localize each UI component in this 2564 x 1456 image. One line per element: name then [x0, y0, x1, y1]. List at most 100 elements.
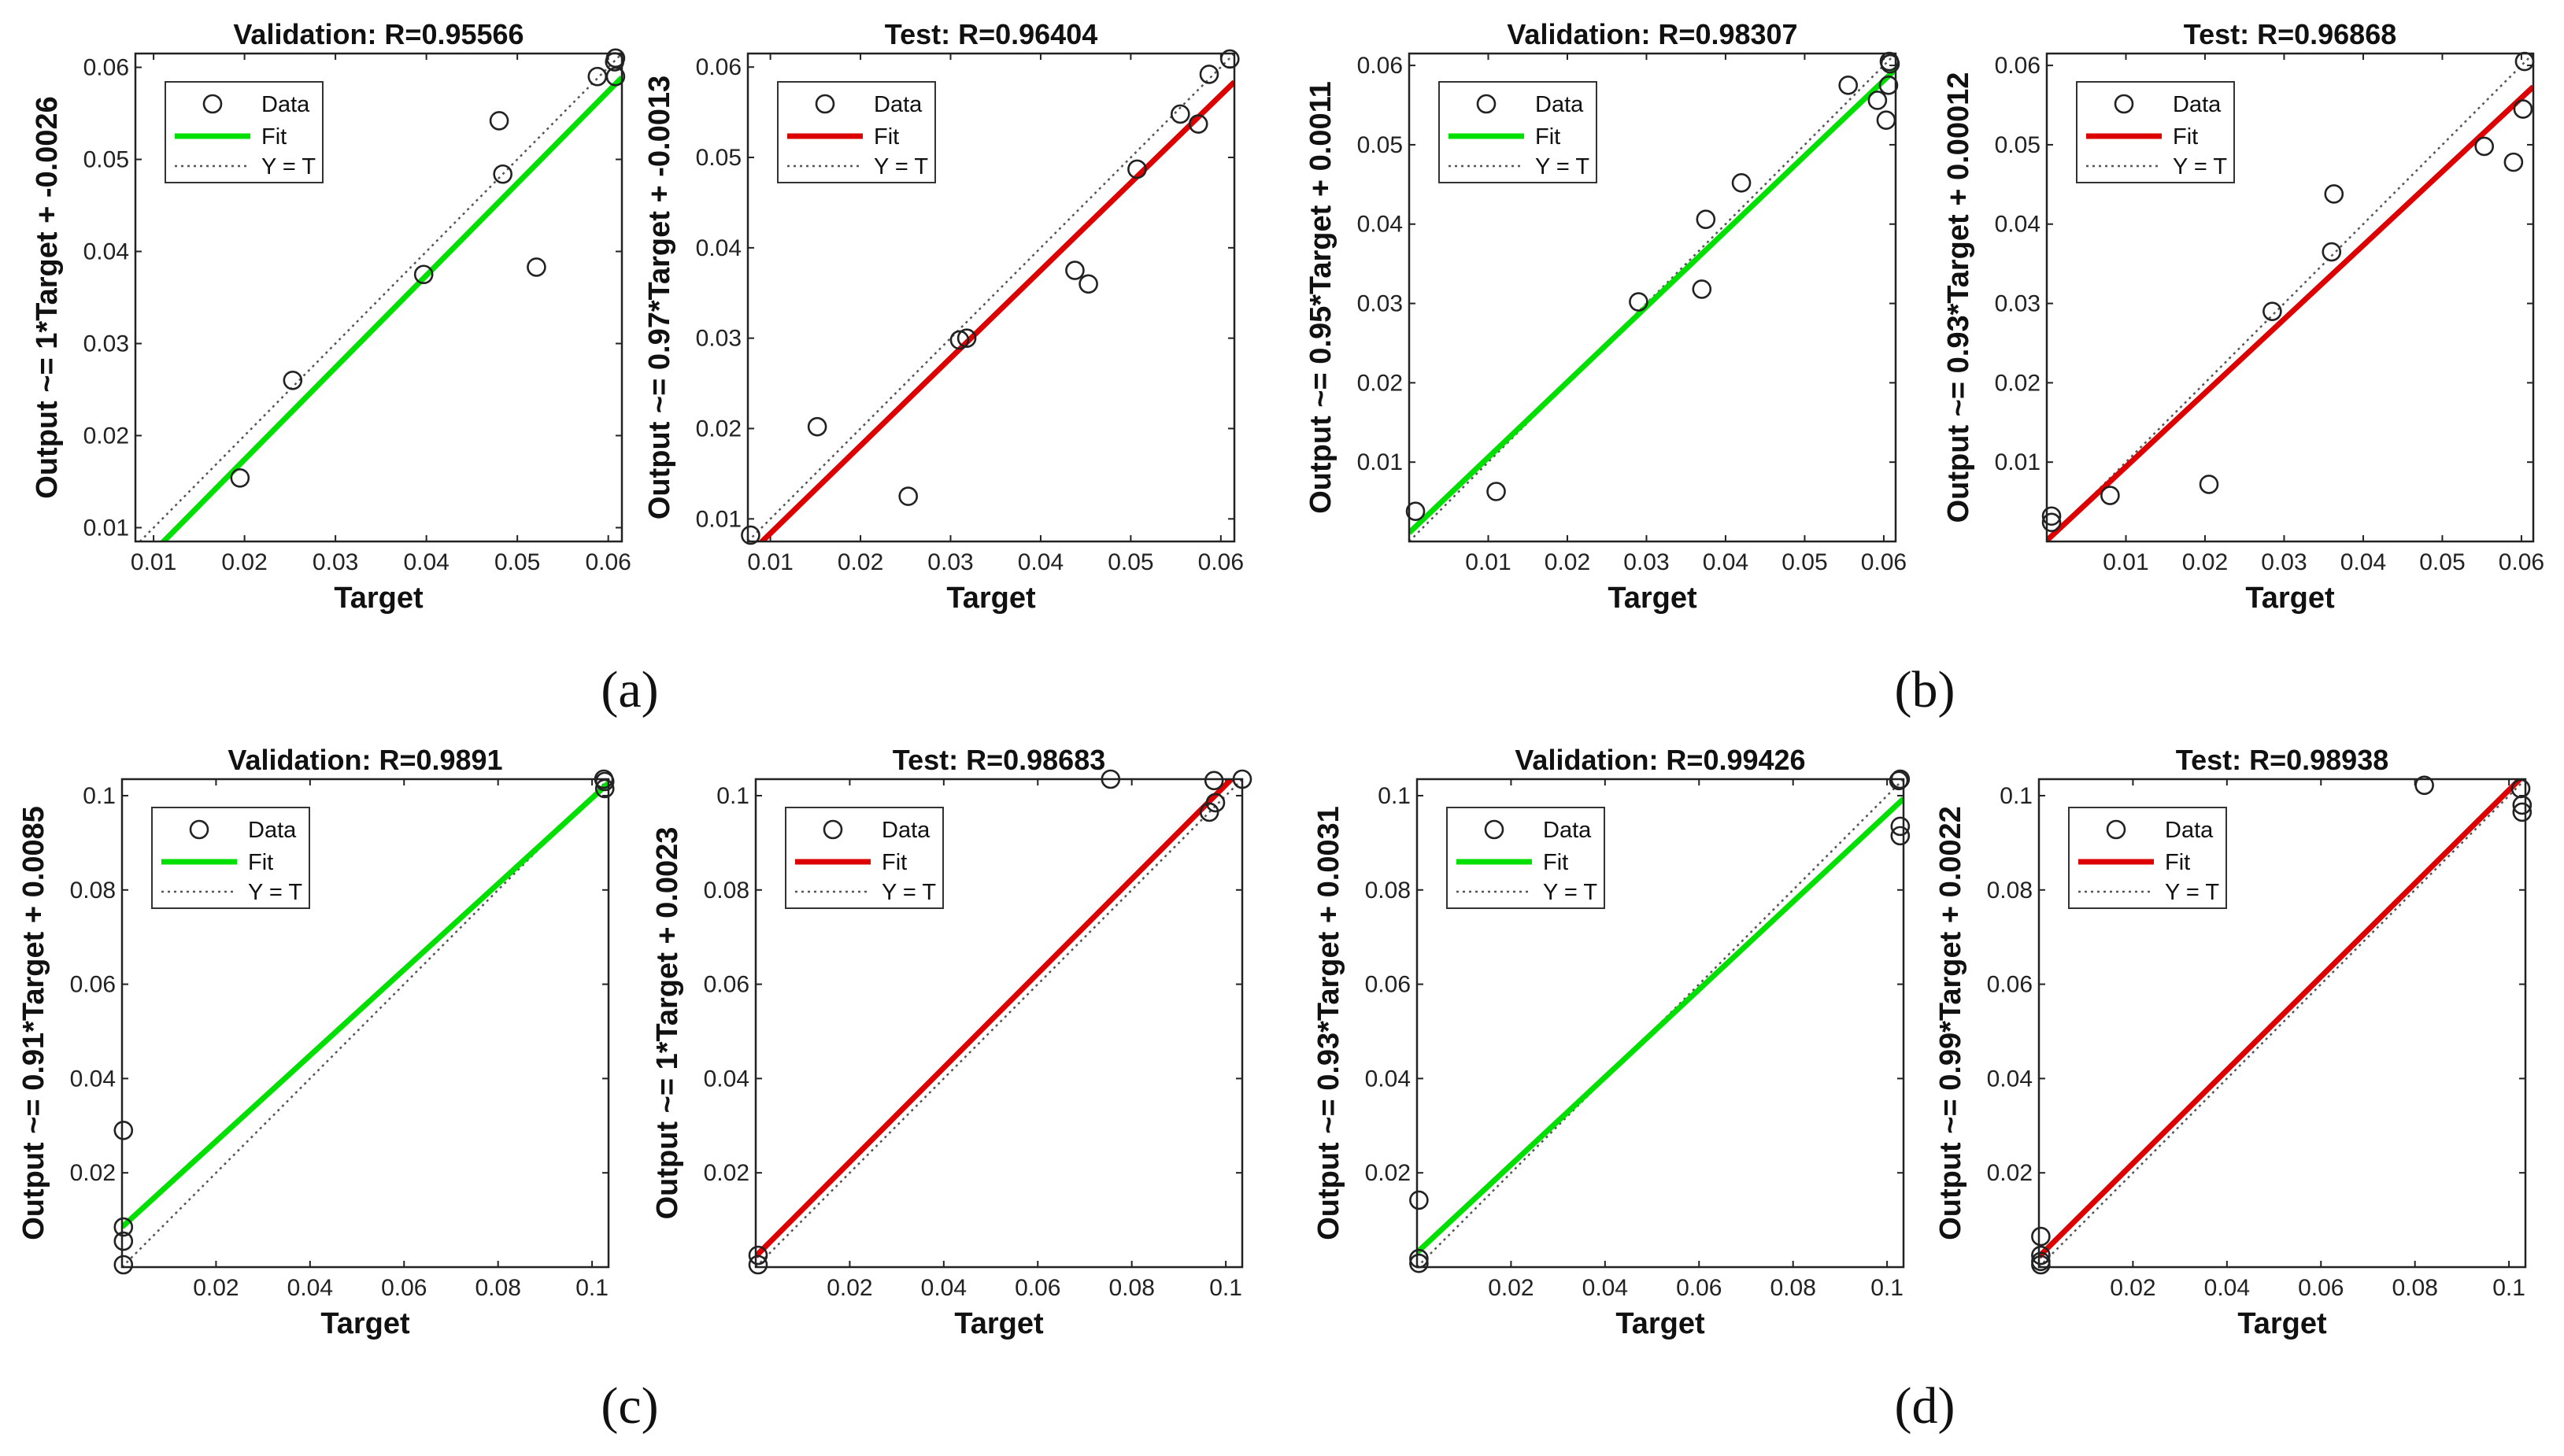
x-tick-label: 0.02	[1545, 549, 1590, 575]
y-tick-label: 0.01	[696, 506, 742, 532]
legend-identity-label: Y = T	[261, 154, 316, 179]
y-axis-label: Output ~= 0.93*Target + 0.00012	[1942, 72, 1975, 523]
plot-frame	[120, 778, 610, 1269]
x-tick-label: 0.08	[475, 1275, 520, 1301]
legend-data-marker	[815, 94, 835, 114]
data-point	[1878, 76, 1899, 95]
y-tick-label: 0.06	[70, 972, 116, 998]
data-point	[113, 1231, 134, 1251]
chart-5: Validation: R=0.9891 0.02 0.04 0.06 0.08 0.1 0…	[17, 744, 615, 1340]
fit-line	[2047, 84, 2533, 541]
y-tick-label: 0.06	[696, 54, 742, 80]
x-tick-label: 0.08	[1108, 1275, 1154, 1301]
data-point	[1890, 826, 1911, 846]
y-tick-label: 0.04	[1995, 212, 2040, 238]
chart-6: Test: R=0.98683 0.02 0.04 0.06 0.08 0.1 0.02 0.…	[651, 744, 1252, 1340]
y-tick-label: 0.06	[1365, 972, 1411, 998]
x-tick-label: 0.06	[1015, 1275, 1060, 1301]
panel-label-d: (d)	[1895, 1377, 1955, 1435]
data-point	[2041, 506, 2062, 527]
x-tick-label: 0.1	[1870, 1275, 1904, 1301]
data-point	[1171, 104, 1190, 124]
y-axis-label: Output ~= 0.99*Target + 0.0022	[1934, 806, 1967, 1240]
data-point	[1486, 482, 1506, 501]
legend-fit-label: Fit	[874, 124, 899, 150]
x-tick-label: 0.01	[1465, 549, 1511, 575]
y-tick-label: 0.04	[704, 1066, 749, 1092]
x-tick-label: 0.04	[2204, 1275, 2250, 1301]
panel-label-b: (b)	[1895, 661, 1955, 719]
y-tick-label: 0.06	[1987, 972, 2033, 998]
x-tick-label: 0.01	[131, 549, 176, 575]
chart-title: Test: R=0.98683	[893, 744, 1106, 776]
legend-identity-label: Y = T	[2165, 880, 2219, 905]
legend-fit-label: Fit	[882, 850, 907, 875]
x-axis-label: Target	[2237, 1307, 2327, 1340]
legend-data-label: Data	[882, 818, 931, 843]
data-point	[1880, 54, 1900, 74]
x-tick-label: 0.04	[403, 549, 449, 575]
y-axis-label: Output ~= 1*Target + 0.0023	[651, 827, 684, 1220]
legend: Data Fit Y = T	[777, 81, 936, 183]
legend-data-marker	[2114, 94, 2134, 114]
data-point	[1409, 1253, 1429, 1273]
y-axis-label: Output ~= 0.91*Target + 0.0085	[17, 806, 50, 1240]
data-point	[2414, 775, 2434, 796]
x-tick-label: 0.06	[381, 1275, 427, 1301]
x-axis-label: Target	[1615, 1307, 1705, 1340]
x-tick-label: 0.04	[1018, 549, 1064, 575]
data-point	[1127, 159, 1147, 179]
y-tick-label: 0.02	[704, 1160, 749, 1186]
chart-title: Test: R=0.98938	[2176, 744, 2389, 776]
data-point	[493, 164, 512, 184]
legend-identity-label: Y = T	[248, 880, 302, 905]
data-point	[1889, 770, 1909, 791]
x-axis-label: Target	[320, 1307, 410, 1340]
fit-line	[2039, 779, 2524, 1259]
legend-data-label: Data	[248, 818, 297, 843]
y-tick-label: 0.02	[1357, 370, 1403, 396]
fit-line	[122, 781, 609, 1229]
data-point	[1405, 501, 1426, 521]
data-point	[1629, 292, 1648, 312]
chart-title: Validation: R=0.9891	[228, 744, 502, 776]
y-tick-label: 0.05	[1357, 132, 1403, 158]
x-tick-label: 0.03	[313, 549, 358, 575]
y-tick-label: 0.04	[83, 239, 129, 265]
y-tick-label: 0.1	[83, 783, 116, 809]
x-tick-label: 0.04	[287, 1275, 333, 1301]
data-point	[1188, 114, 1208, 134]
chart-title: Test: R=0.96868	[2184, 18, 2397, 50]
data-point	[1692, 279, 1712, 299]
y-tick-label: 0.03	[696, 326, 742, 352]
data-point	[1065, 261, 1085, 280]
identity-line	[2039, 779, 2525, 1267]
x-tick-label: 0.06	[2499, 549, 2544, 575]
legend-data-label: Data	[1535, 92, 1584, 117]
x-tick-label: 0.08	[1770, 1275, 1815, 1301]
fit-line	[1409, 67, 1896, 535]
y-tick-label: 0.06	[704, 972, 749, 998]
x-tick-label: 0.06	[1198, 549, 1244, 575]
data-point	[2100, 486, 2120, 505]
x-tick-label: 0.04	[1582, 1275, 1628, 1301]
data-point	[1205, 793, 1226, 813]
y-tick-label: 0.1	[2000, 783, 2033, 809]
data-point	[1890, 816, 1911, 837]
data-point	[2031, 1255, 2051, 1275]
y-tick-label: 0.04	[1357, 212, 1403, 238]
y-tick-label: 0.08	[70, 878, 116, 904]
legend-fit-label: Fit	[2173, 124, 2198, 150]
plot-frame	[134, 52, 623, 543]
x-tick-label: 0.01	[2103, 549, 2148, 575]
y-tick-label: 0.06	[1995, 53, 2040, 79]
x-tick-label: 0.05	[2419, 549, 2465, 575]
data-point	[898, 486, 919, 506]
chart-7: Validation: R=0.99426 0.02 0.04 0.06 0.08 0.1…	[1312, 744, 1911, 1340]
data-point	[2031, 1245, 2051, 1266]
x-tick-label: 0.02	[193, 1275, 239, 1301]
plot-frame	[754, 778, 1244, 1269]
x-tick-label: 0.05	[1108, 549, 1153, 575]
y-tick-label: 0.01	[83, 515, 129, 541]
legend: Data Fit Y = T	[2076, 81, 2235, 183]
